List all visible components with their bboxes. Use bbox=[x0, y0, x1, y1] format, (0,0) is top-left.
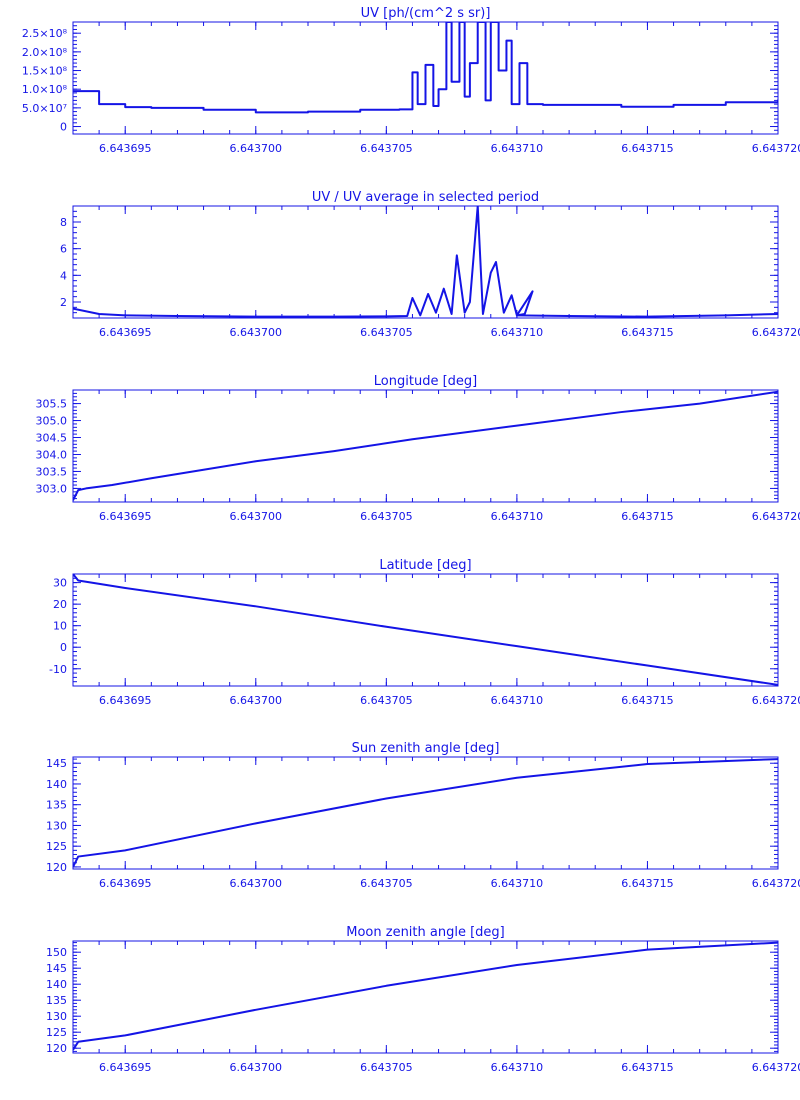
series-line bbox=[73, 22, 778, 114]
panel-5: Sun zenith angle [deg] 6.643695 6.643700 6.… bbox=[46, 741, 800, 890]
x-tick-label: 6.643710 bbox=[491, 326, 544, 339]
x-tick-label: 6.643710 bbox=[491, 1061, 544, 1074]
x-tick-label: 6.643715 bbox=[621, 877, 674, 890]
x-tick-label: 6.643705 bbox=[360, 1061, 413, 1074]
panel-title: Moon zenith angle [deg] bbox=[346, 925, 504, 940]
x-tick-label: 6.643705 bbox=[360, 142, 413, 155]
y-tick-label: 145 bbox=[46, 757, 67, 770]
x-tick-label: 6.643715 bbox=[621, 694, 674, 707]
plot-frame bbox=[72, 940, 779, 1054]
x-tick-label: 6.643715 bbox=[621, 1061, 674, 1074]
panel-title: UV / UV average in selected period bbox=[312, 190, 539, 205]
x-tick-label: 6.643700 bbox=[230, 694, 283, 707]
y-tick-label: 150 bbox=[46, 946, 67, 959]
x-tick-label: 6.643710 bbox=[491, 877, 544, 890]
panel-6: Moon zenith angle [deg] 6.643695 6.643700 6… bbox=[46, 925, 800, 1074]
panel-2: UV / UV average in selected period 6.6436… bbox=[60, 190, 800, 339]
y-tick-label: 140 bbox=[46, 978, 67, 991]
x-tick-label: 6.643720 bbox=[752, 694, 800, 707]
y-tick-label: 305.0 bbox=[36, 415, 68, 428]
y-tick-label: 120 bbox=[46, 1042, 67, 1055]
y-tick-label: 125 bbox=[46, 1026, 67, 1039]
y-tick-label: 6 bbox=[60, 243, 67, 256]
plot-frame bbox=[72, 205, 779, 319]
plot-frame bbox=[72, 389, 779, 503]
x-tick-label: 6.643700 bbox=[230, 510, 283, 523]
y-tick-label: 140 bbox=[46, 778, 67, 791]
y-tick-label: 305.5 bbox=[36, 398, 68, 411]
series-line bbox=[73, 941, 778, 1051]
x-tick-label: 6.643710 bbox=[491, 510, 544, 523]
y-tick-label: 125 bbox=[46, 840, 67, 853]
y-tick-label: 2.0×10⁸ bbox=[22, 46, 68, 59]
panel-title: Longitude [deg] bbox=[374, 374, 477, 389]
x-tick-label: 6.643720 bbox=[752, 510, 800, 523]
x-tick-label: 6.643710 bbox=[491, 142, 544, 155]
y-tick-label: 130 bbox=[46, 819, 67, 832]
x-tick-label: 6.643710 bbox=[491, 694, 544, 707]
x-tick-label: 6.643705 bbox=[360, 326, 413, 339]
panel-title: Latitude [deg] bbox=[379, 558, 471, 573]
y-tick-label: 0 bbox=[60, 121, 67, 134]
y-tick-label: 2.5×10⁸ bbox=[22, 27, 68, 40]
y-tick-label: 304.0 bbox=[36, 448, 68, 461]
x-tick-label: 6.643700 bbox=[230, 877, 283, 890]
x-tick-label: 6.643695 bbox=[99, 142, 152, 155]
x-tick-label: 6.643700 bbox=[230, 1061, 283, 1074]
x-tick-label: 6.643705 bbox=[360, 694, 413, 707]
y-tick-label: 10 bbox=[53, 620, 67, 633]
y-tick-label: 20 bbox=[53, 598, 67, 611]
y-tick-label: 4 bbox=[60, 269, 67, 282]
y-tick-label: 130 bbox=[46, 1010, 67, 1023]
x-tick-label: 6.643715 bbox=[621, 142, 674, 155]
panel-title: UV [ph/(cm^2 s sr)] bbox=[361, 6, 491, 21]
y-tick-label: 120 bbox=[46, 861, 67, 874]
x-tick-label: 6.643695 bbox=[99, 877, 152, 890]
x-tick-label: 6.643695 bbox=[99, 326, 152, 339]
x-tick-label: 6.643695 bbox=[99, 510, 152, 523]
x-tick-label: 6.643700 bbox=[230, 326, 283, 339]
x-tick-label: 6.643720 bbox=[752, 142, 800, 155]
y-tick-label: 0 bbox=[60, 641, 67, 654]
y-tick-label: 304.5 bbox=[36, 432, 68, 445]
panel-3: Longitude [deg] 6.643695 6.643700 6.643705 6… bbox=[36, 374, 800, 523]
panel-title: Sun zenith angle [deg] bbox=[352, 741, 500, 756]
x-tick-label: 6.643705 bbox=[360, 877, 413, 890]
plot-frame bbox=[72, 756, 779, 870]
y-tick-label: 30 bbox=[53, 577, 67, 590]
y-tick-label: 145 bbox=[46, 962, 67, 975]
y-tick-label: 135 bbox=[46, 799, 67, 812]
y-tick-label: 2 bbox=[60, 296, 67, 309]
x-tick-label: 6.643700 bbox=[230, 142, 283, 155]
x-tick-label: 6.643715 bbox=[621, 510, 674, 523]
y-tick-label: 8 bbox=[60, 216, 67, 229]
y-tick-label: 303.0 bbox=[36, 482, 68, 495]
x-tick-label: 6.643695 bbox=[99, 694, 152, 707]
series-line bbox=[73, 758, 778, 868]
y-tick-label: 1.5×10⁸ bbox=[22, 65, 68, 78]
x-tick-label: 6.643720 bbox=[752, 1061, 800, 1074]
y-tick-label: 5.0×10⁷ bbox=[22, 102, 67, 115]
series-line bbox=[73, 574, 778, 686]
x-tick-label: 6.643715 bbox=[621, 326, 674, 339]
x-tick-label: 6.643720 bbox=[752, 326, 800, 339]
x-tick-label: 6.643720 bbox=[752, 877, 800, 890]
series-line bbox=[73, 206, 778, 318]
series-line bbox=[73, 390, 778, 501]
y-tick-label: 135 bbox=[46, 994, 67, 1007]
y-tick-label: 1.0×10⁸ bbox=[22, 83, 68, 96]
panel-4: Latitude [deg] 6.643695 6.643700 6.643705 6.… bbox=[49, 558, 800, 707]
y-tick-label: 303.5 bbox=[36, 465, 68, 478]
x-tick-label: 6.643695 bbox=[99, 1061, 152, 1074]
panel-1: UV [ph/(cm^2 s sr)] 6.643695 6.643700 6.643… bbox=[22, 6, 800, 155]
x-tick-label: 6.643705 bbox=[360, 510, 413, 523]
y-tick-label: -10 bbox=[49, 663, 67, 676]
